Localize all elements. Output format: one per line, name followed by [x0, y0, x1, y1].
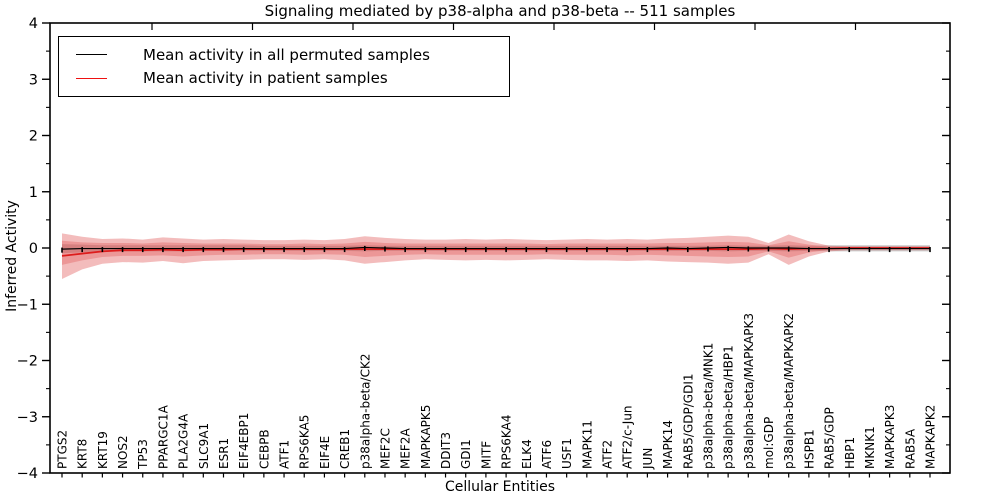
y-tick-label: −1 — [17, 297, 38, 313]
x-tick-label: RAB5/GDP/GDI1 — [681, 373, 695, 469]
x-tick-label: ESR1 — [217, 438, 231, 469]
x-tick-label: MAPKAPK5 — [419, 405, 433, 469]
x-tick-label: HBP1 — [843, 437, 857, 469]
x-tick-label: mol:GDP — [762, 417, 776, 469]
x-tick-label: MAPKAPK3 — [883, 405, 897, 469]
x-tick-label: p38alpha-beta/HBP1 — [722, 345, 736, 469]
x-tick-label: DDIT3 — [439, 432, 453, 469]
chart-title: Signaling mediated by p38-alpha and p38-… — [264, 2, 736, 20]
patient-band-inner — [62, 240, 930, 265]
x-tick-label: RAB5/GDP — [823, 407, 837, 469]
x-tick-label: EIF4EBP1 — [237, 413, 251, 469]
permuted-line-swatch — [76, 54, 107, 56]
legend-label-patient: Mean activity in patient samples — [143, 69, 388, 87]
x-tick-label: RPS6KA5 — [298, 415, 312, 469]
x-tick-label: MITF — [479, 441, 493, 469]
y-tick-label: 2 — [29, 129, 38, 145]
x-tick-label: TP53 — [136, 439, 150, 470]
x-tick-label: PLA2G4A — [177, 413, 191, 469]
x-tick-label: GDI1 — [459, 439, 473, 469]
y-tick-label: −4 — [17, 466, 38, 482]
x-tick-label: ATF1 — [278, 440, 292, 469]
x-tick-label: HSPB1 — [802, 429, 816, 469]
x-tick-label: NOS2 — [116, 435, 130, 469]
x-tick-label: CEBPB — [257, 429, 271, 469]
y-axis-title: Inferred Activity — [4, 200, 20, 312]
x-tick-label: p38alpha-beta/CK2 — [358, 354, 372, 469]
legend: Mean activity in all permuted samples Me… — [58, 36, 510, 97]
legend-item-permuted: Mean activity in all permuted samples — [59, 45, 509, 64]
y-tick-label: 0 — [29, 241, 38, 257]
x-tick-label: p38alpha-beta/MNK1 — [701, 343, 715, 469]
x-tick-label: MAPK11 — [580, 420, 594, 469]
x-tick-label: ATF2 — [601, 440, 615, 469]
y-tick-label: −2 — [17, 354, 38, 370]
y-tick-label: 3 — [29, 72, 38, 88]
x-tick-label: CREB1 — [338, 429, 352, 469]
x-tick-label: PTGS2 — [56, 430, 70, 469]
patient-line-swatch — [76, 77, 107, 79]
x-tick-label: p38alpha-beta/MAPKAPK2 — [782, 313, 796, 469]
x-tick-label: RAB5A — [903, 428, 917, 469]
y-tick-label: −3 — [17, 410, 38, 426]
x-tick-label: EIF4E — [318, 436, 332, 469]
x-tick-label: KRT19 — [96, 431, 110, 469]
y-tick-label: 1 — [29, 185, 38, 201]
x-tick-label: RPS6KA4 — [500, 415, 514, 469]
x-tick-label: MAPKAPK2 — [923, 405, 937, 469]
x-tick-label: p38alpha-beta/MAPKAPK3 — [742, 313, 756, 469]
x-tick-label: MKNK1 — [863, 426, 877, 469]
y-tick-label: 4 — [29, 16, 38, 32]
permuted-mean-line — [61, 246, 930, 250]
x-tick-label: KRT8 — [76, 439, 90, 469]
patient-band-outer — [62, 233, 930, 279]
x-axis-title: Cellular Entities — [444, 479, 556, 495]
x-tick-label: MEF2A — [399, 428, 413, 469]
x-tick-label: MAPK14 — [661, 420, 675, 469]
x-tick-label: SLC9A1 — [197, 423, 211, 469]
x-tick-label: PPARGC1A — [156, 404, 170, 469]
x-tick-label: JUN — [641, 448, 655, 470]
x-tick-label: USF1 — [560, 438, 574, 469]
x-tick-label: ELK4 — [520, 439, 534, 469]
legend-label-permuted: Mean activity in all permuted samples — [143, 45, 430, 64]
legend-item-patient: Mean activity in patient samples — [59, 70, 509, 87]
x-tick-label: ATF2/c-Jun — [621, 405, 635, 469]
x-tick-label: MEF2C — [378, 428, 392, 469]
x-tick-label: ATF6 — [540, 440, 554, 469]
